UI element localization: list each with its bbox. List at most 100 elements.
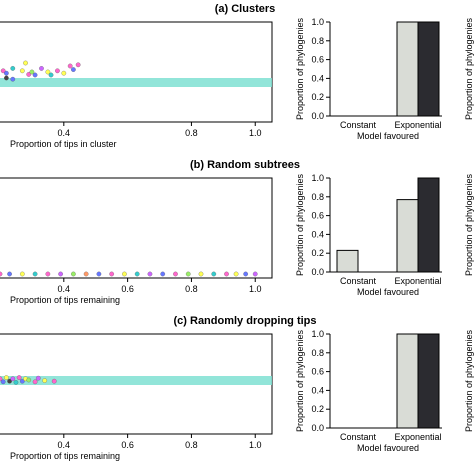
bar-category-label: Constant [340,120,377,130]
data-point [39,66,44,71]
y-tick-label: 0.8 [311,36,324,46]
data-point [147,271,153,277]
right-panel-y-axis-label: Proportion of phylogenies [464,329,474,432]
data-point [48,72,54,78]
bar-category-label: Exponential [394,120,441,130]
data-point [10,66,16,71]
data-point [173,271,178,277]
data-point [0,376,3,382]
bar-exponential-light [396,21,419,117]
y-tick-label: 0.6 [311,211,324,221]
right-panel-y-axis-label: Proportion of phylogenies [464,173,474,276]
data-point [10,376,16,382]
data-point [71,67,76,72]
data-point [185,271,191,277]
x-tick-label: 0.4 [58,440,71,450]
x-tick-label: 0.8 [185,128,198,138]
bar-exponential-light [396,199,419,273]
x-tick-label: 0.8 [185,284,198,294]
bar-x-axis-label: Model favoured [357,287,419,297]
data-point [0,379,6,385]
y-tick-label: 0.6 [311,367,324,377]
data-point [35,375,41,381]
data-point [83,271,89,277]
data-point [29,69,35,75]
bar-exponential-dark [417,21,440,117]
y-tick-label: 0.0 [311,111,324,121]
y-tick-label: 0.8 [311,348,324,358]
panel-title: (a) Clusters [215,3,276,15]
data-point [75,62,81,68]
data-point [4,375,9,380]
data-point [13,380,19,385]
y-tick-label: 0.0 [311,423,324,433]
bar-category-label: Constant [340,432,377,442]
confidence-band [0,78,272,87]
data-point [32,72,38,78]
y-tick-label: 0.2 [311,248,324,258]
y-tick-label: 0.2 [311,404,324,414]
data-point [71,271,76,277]
panel-title: (c) Randomly dropping tips [174,315,317,327]
bar-constant [336,249,359,273]
bar-x-axis-label: Model favoured [357,131,419,141]
right-panel-y-axis-label: Proportion of phylogenies [464,17,474,120]
data-point [109,271,115,277]
data-point [252,271,258,277]
x-tick-label: 1.0 [249,440,262,450]
x-axis-label: Proportion of tips remaining [10,451,120,461]
x-tick-label: 0.4 [58,284,71,294]
data-point [233,271,239,277]
data-point [10,76,16,82]
data-point [32,271,38,277]
data-point [42,378,48,383]
data-point [4,70,9,76]
x-tick-label: 1.0 [249,128,262,138]
bar-x-axis-label: Model favoured [357,443,419,453]
data-point [58,271,63,277]
y-tick-label: 0.4 [311,229,324,239]
data-point [243,271,249,277]
data-point [19,68,25,74]
data-point [67,63,73,69]
y-tick-label: 1.0 [311,173,324,183]
data-point [160,271,166,277]
data-point [4,75,9,81]
y-tick-label: 1.0 [311,17,324,27]
y-tick-label: 0.6 [311,55,324,65]
confidence-band [0,376,272,385]
data-point [198,271,204,277]
y-tick-label: 0.0 [311,267,324,277]
data-point [45,271,51,277]
bar-y-axis-label: Proportion of phylogenies [295,17,305,120]
y-tick-label: 0.8 [311,192,324,202]
data-point [96,271,102,277]
bar-y-axis-label: Proportion of phylogenies [295,329,305,432]
x-tick-label: 0.6 [121,284,134,294]
bar-exponential-light [396,333,419,429]
data-point [122,271,127,277]
data-point [16,375,22,380]
data-point [55,68,60,74]
x-tick-label: 0.4 [58,128,71,138]
data-point [0,271,3,277]
bar-y-axis-label: Proportion of phylogenies [295,173,305,276]
scatter-plot-frame [0,177,273,279]
data-point [0,68,6,74]
x-tick-label: 1.0 [249,284,262,294]
data-point [211,271,217,277]
bar-exponential-dark [417,333,440,429]
data-point [7,378,12,384]
data-point [224,271,229,277]
bar-category-label: Exponential [394,432,441,442]
bar-category-label: Constant [340,276,377,286]
data-point [7,271,12,277]
y-tick-label: 0.4 [311,73,324,83]
panel-title: (b) Random subtrees [190,159,300,171]
bar-category-label: Exponential [394,276,441,286]
x-tick-label: 0.6 [121,440,134,450]
data-point [23,60,28,66]
x-axis-label: Proportion of tips in cluster [10,139,117,149]
data-point [134,271,140,277]
data-point [26,72,32,77]
